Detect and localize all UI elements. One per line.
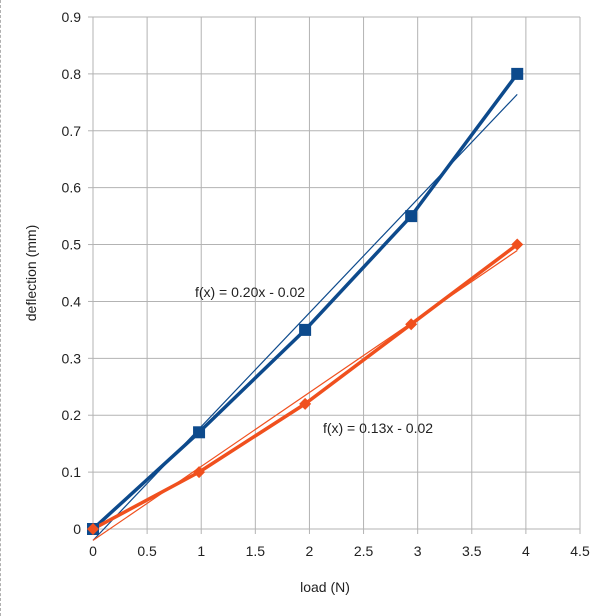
x-tick-label: 0 (89, 543, 97, 559)
x-tick-label: 3 (414, 543, 422, 559)
y-tick-label: 0.3 (62, 350, 82, 366)
axes (88, 16, 581, 534)
trendline-labels: f(x) = 0.20x - 0.02 f(x) = 0.13x - 0.02 (195, 284, 433, 436)
x-tick-label: 3.5 (462, 543, 482, 559)
data-point-square (299, 323, 312, 336)
y-tick-label: 0.4 (62, 293, 82, 309)
x-axis-label: load (N) (300, 579, 350, 595)
y-tick-label: 0.6 (62, 180, 82, 196)
y-tick-label: 0.7 (62, 123, 82, 139)
data-point-diamond (405, 318, 418, 331)
y-tick-labels: 0 0.1 0.2 0.3 0.4 0.5 0.6 0.7 0.8 0.9 (62, 9, 82, 537)
data-markers (87, 67, 524, 535)
trendline-label-2: f(x) = 0.13x - 0.02 (323, 420, 433, 436)
data-point-square (405, 210, 418, 223)
x-tick-label: 1 (197, 543, 205, 559)
data-point-square (193, 426, 206, 439)
left-dashed-edge (0, 0, 2, 616)
data-point-diamond (511, 238, 524, 251)
y-tick-label: 0.2 (62, 407, 82, 423)
y-tick-label: 0.1 (62, 464, 82, 480)
y-tick-label: 0.9 (62, 9, 82, 25)
x-tick-label: 2 (306, 543, 314, 559)
y-tick-label: 0.8 (62, 66, 82, 82)
plot-area (93, 17, 580, 529)
y-tick-label: 0 (73, 521, 81, 537)
y-tick-label: 0.5 (62, 237, 82, 253)
data-point-diamond (87, 523, 99, 535)
x-tick-label: 4.5 (570, 543, 590, 559)
x-tick-labels: 0 0.5 1 1.5 2 2.5 3 3.5 4 4.5 (89, 543, 590, 559)
x-tick-label: 0.5 (137, 543, 157, 559)
x-tick-label: 4 (522, 543, 530, 559)
data-point-square (511, 67, 524, 80)
data-point-diamond (193, 466, 206, 479)
y-axis-label: deflection (mm) (23, 225, 39, 321)
x-tick-label: 1.5 (246, 543, 266, 559)
grid-lines (93, 16, 581, 529)
data-point-diamond (299, 397, 312, 410)
x-tick-label: 2.5 (354, 543, 374, 559)
trendline-label-1: f(x) = 0.20x - 0.02 (195, 284, 305, 300)
